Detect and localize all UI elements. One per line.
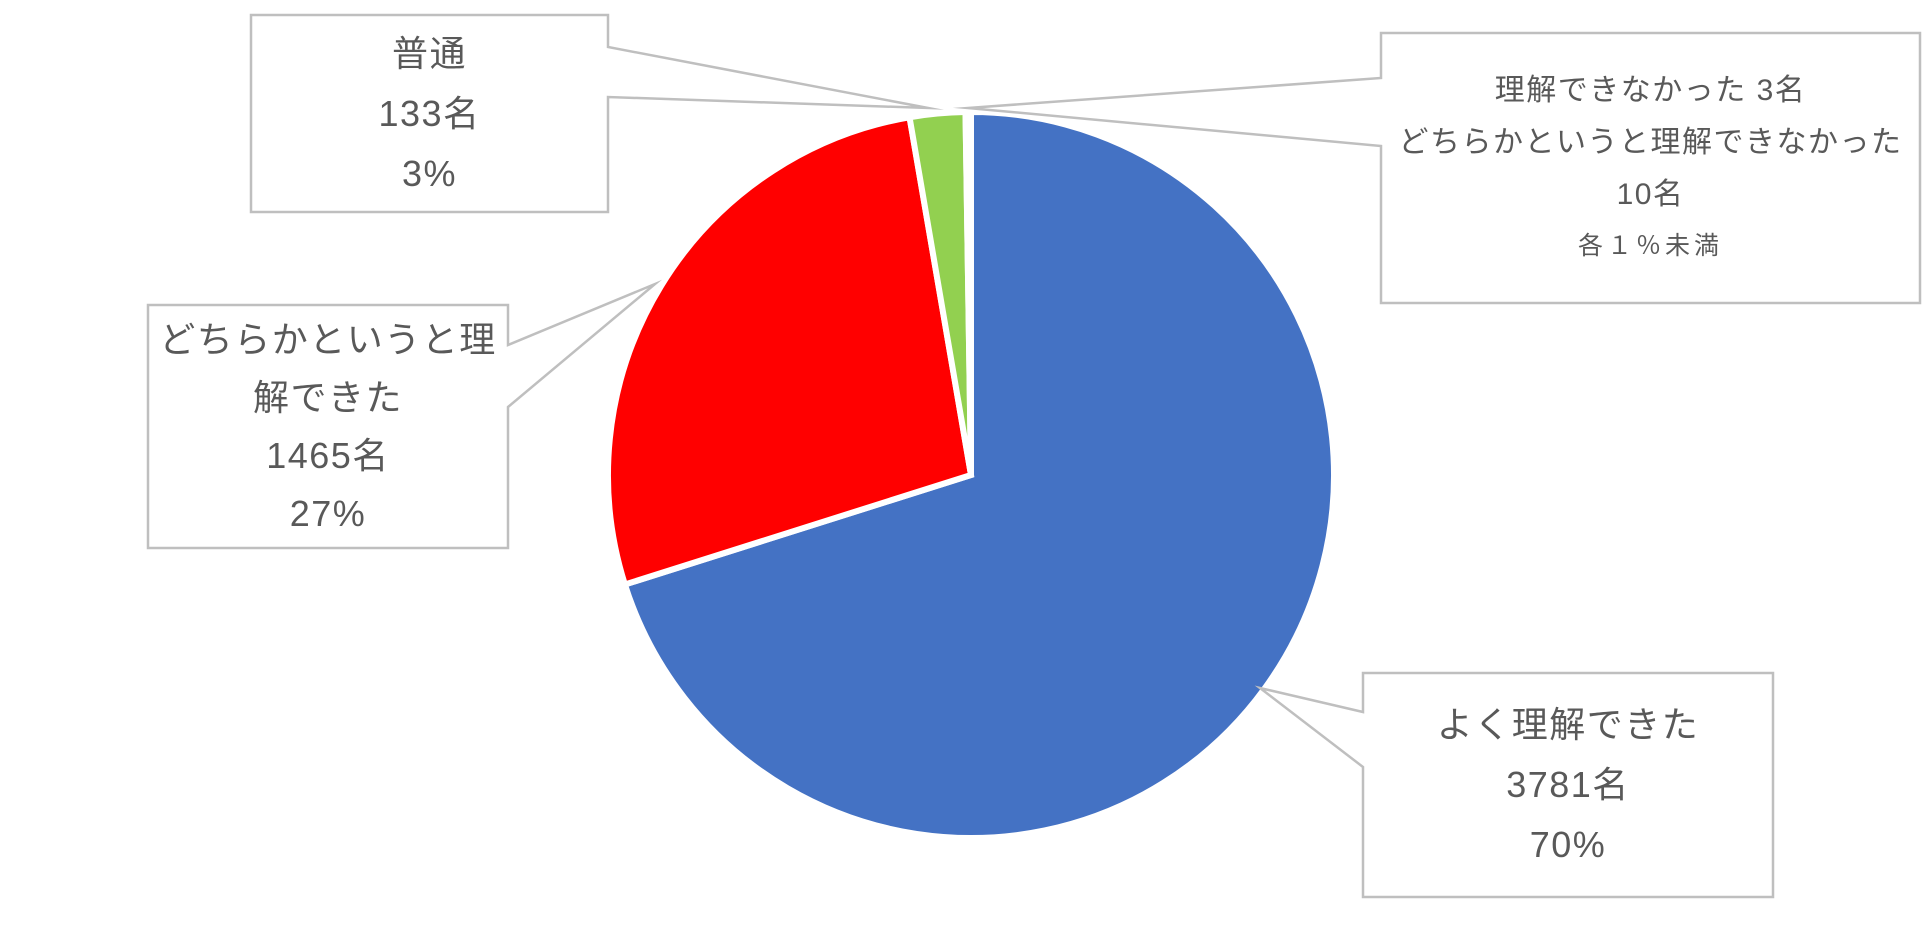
pie-slice-4	[966, 108, 974, 476]
callout-line: 133名	[378, 92, 481, 134]
pie	[605, 108, 1337, 841]
callout-line-note: 各１％未満	[1577, 232, 1723, 260]
callout-line: 10名	[1616, 178, 1685, 211]
callout-line: 70%	[1529, 824, 1607, 865]
pie-slice-1	[605, 113, 975, 589]
callout-line: 3%	[401, 152, 458, 194]
callout-line: 3781名	[1506, 764, 1630, 805]
callout-line: 理解できなかった 3名	[1494, 74, 1807, 107]
callout-box-rikai-dekinakatta-shape	[952, 31, 1922, 305]
callout-yoku-rikai: よく理解できた 3781名 70%	[1363, 673, 1773, 897]
callout-line: 1465名	[266, 434, 390, 476]
callout-box-yoku-rikai-shape	[1254, 671, 1775, 899]
callout-line: よく理解できた	[1436, 704, 1700, 745]
callout-line: 普通	[391, 32, 467, 74]
callout-line: 解できた	[252, 376, 403, 418]
callout-box-futsuu-shape	[249, 13, 945, 214]
callout-line: どちらかというと理	[159, 318, 497, 360]
callout-futsuu: 普通 133名 3%	[251, 15, 608, 212]
callout-rikai-dekinakatta: 理解できなかった 3名 どちらかというと理解できなかった 10名 各１％未満	[1381, 33, 1920, 303]
callout-box-dochiraka-rikai-shape	[146, 279, 663, 550]
callout-dochiraka-rikai: どちらかというと理 解できた 1465名 27%	[148, 305, 508, 548]
callout-line: 27%	[289, 492, 367, 534]
callout-line: どちらかというと理解できなかった	[1398, 126, 1903, 159]
